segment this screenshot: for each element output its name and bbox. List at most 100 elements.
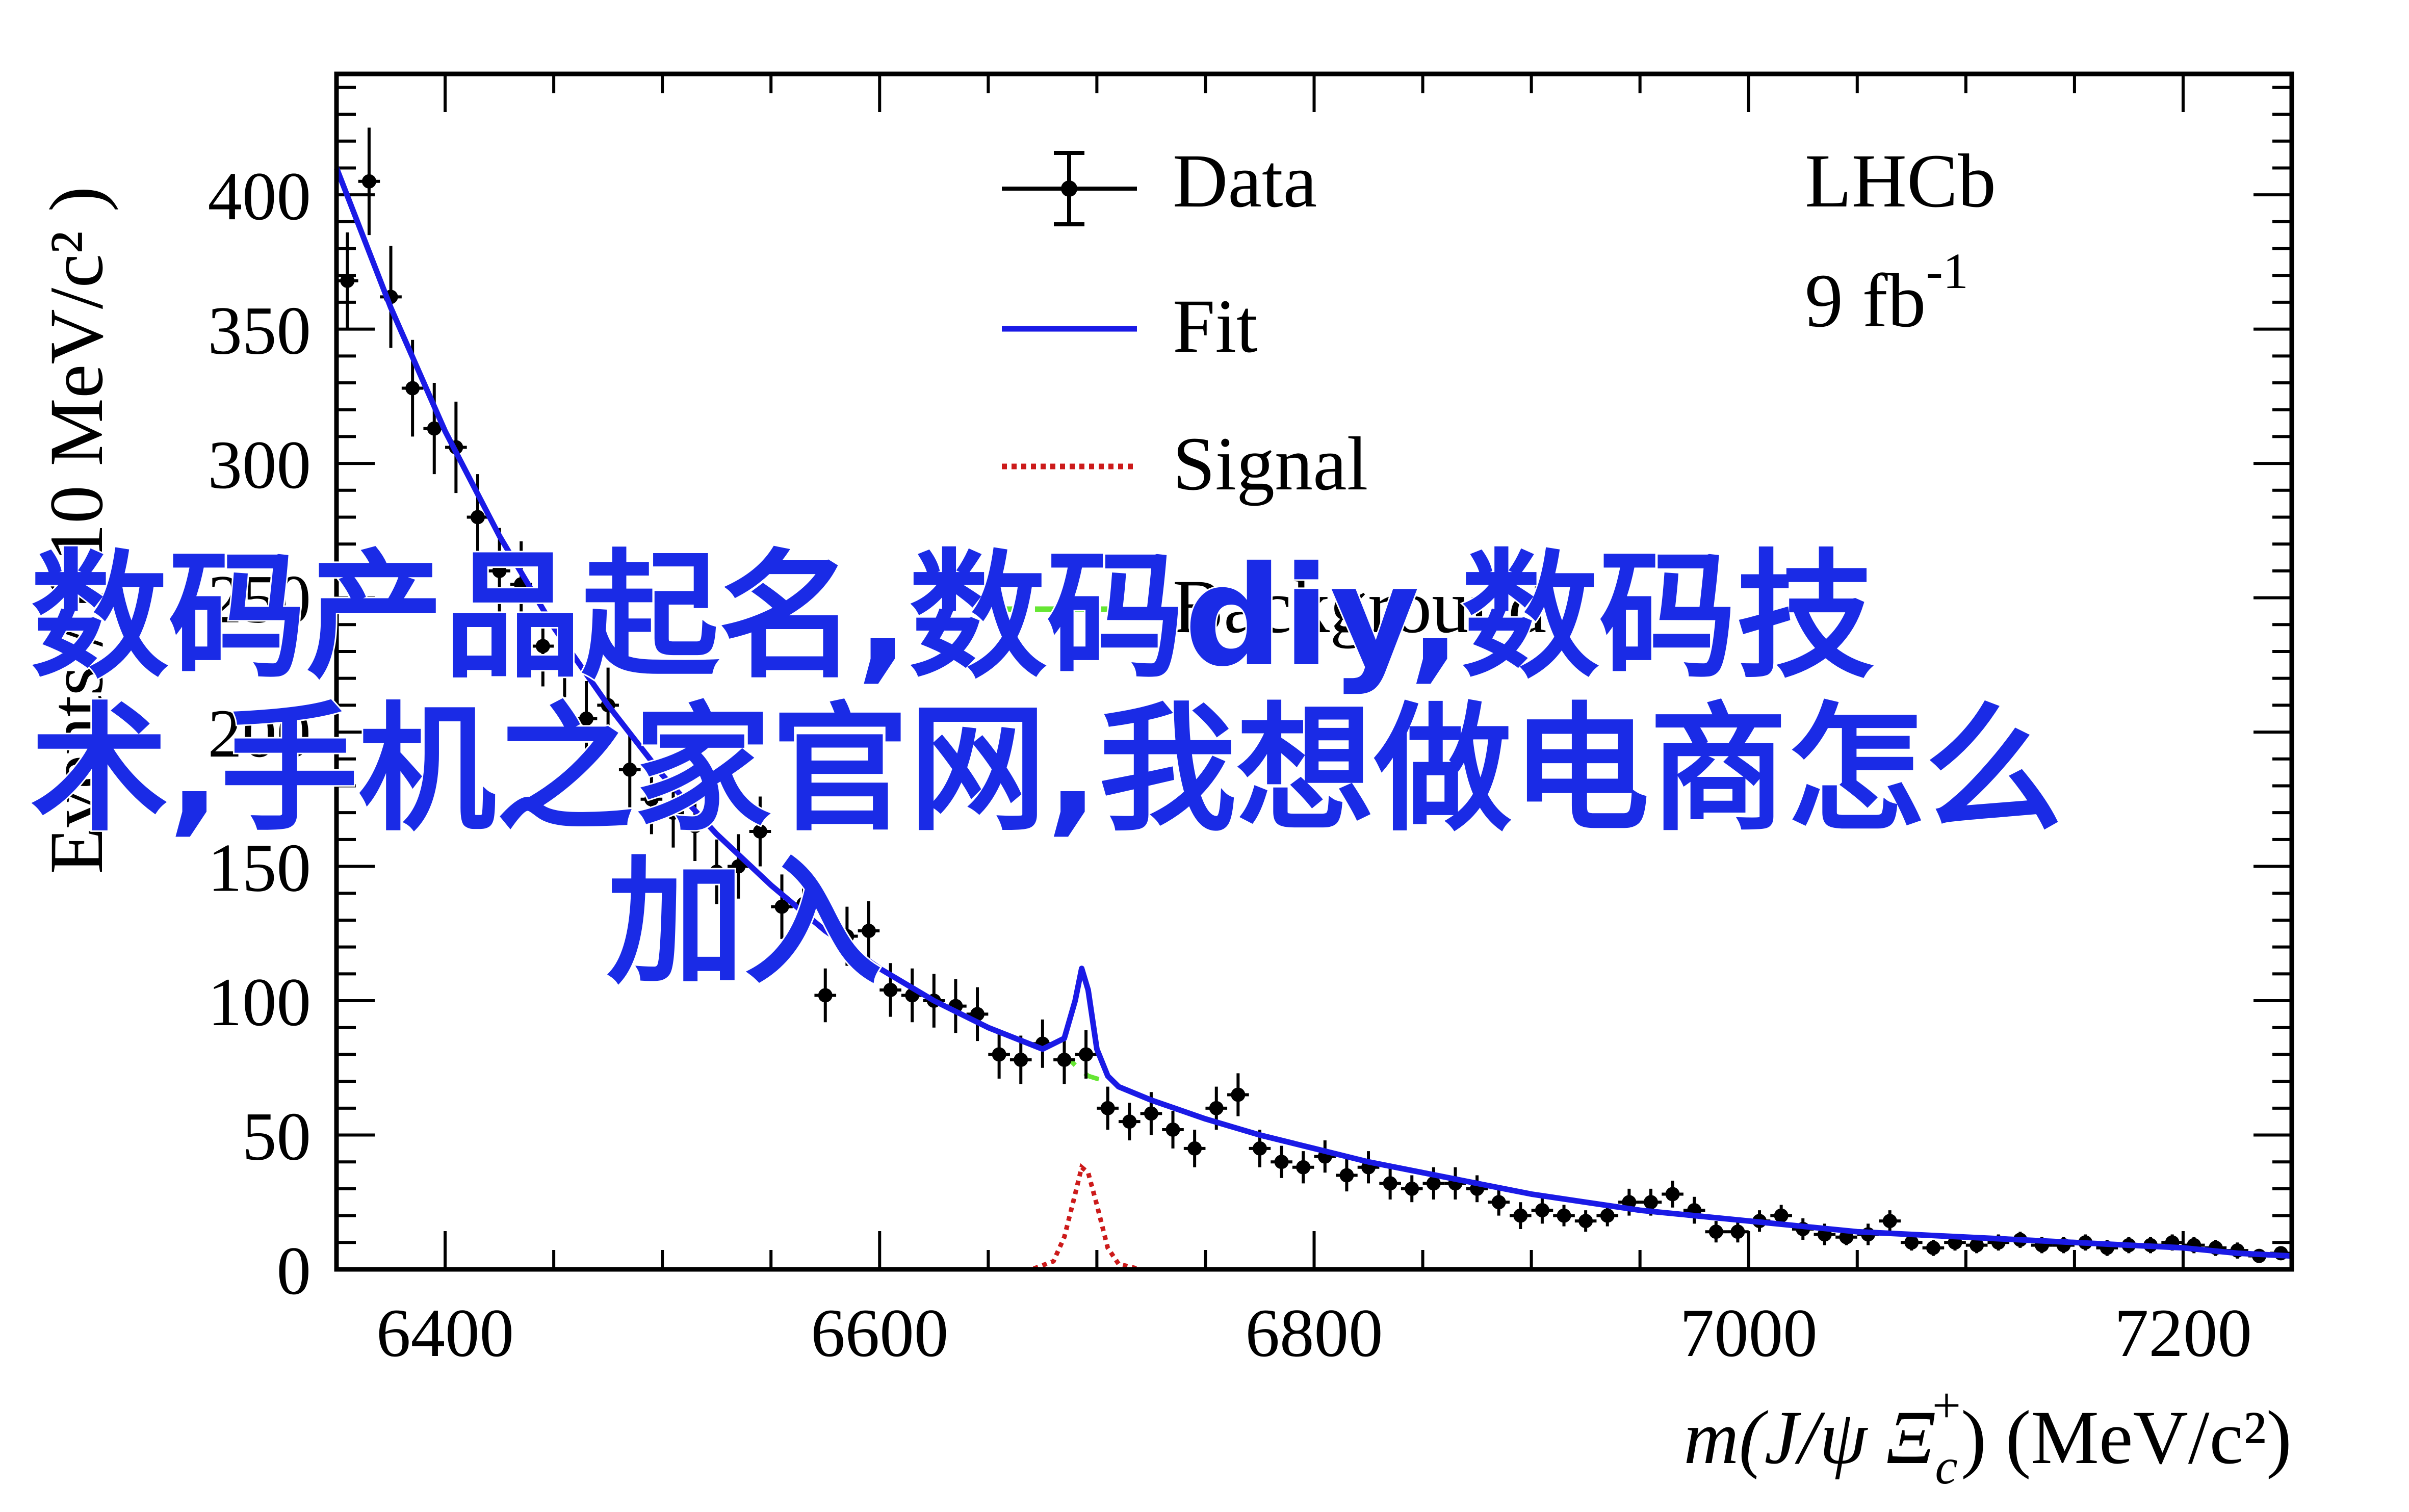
data-point <box>684 791 706 862</box>
data-point <box>1009 1035 1032 1084</box>
overlay-line-1: 数码产品起名,数码diy,数码技 <box>29 536 1876 697</box>
data-marker <box>731 859 746 874</box>
data-point <box>1488 1188 1510 1216</box>
data-marker <box>753 824 767 839</box>
legend-fit-label: Fit <box>1173 284 1258 369</box>
data-point <box>1227 1073 1249 1116</box>
data-point <box>358 127 380 236</box>
data-point <box>706 839 728 904</box>
y-tick-label: 50 <box>242 1099 311 1175</box>
data-point <box>575 681 598 757</box>
axis-ticks <box>335 74 2293 1271</box>
data-point <box>336 232 358 329</box>
overlay-line-3: 加入 <box>605 842 884 1003</box>
data-marker <box>470 510 485 525</box>
data-marker <box>1491 1195 1506 1210</box>
y-axis-title: Events / ( 10 MeV/c² ) <box>34 187 119 874</box>
data-marker <box>1926 1240 1940 1255</box>
data-marker <box>883 982 898 997</box>
data-marker <box>1014 1052 1028 1067</box>
data-point <box>532 606 554 687</box>
data-point <box>1553 1205 1575 1227</box>
overlay-line-2: 术,手机之家官网,我想做电商怎么 <box>29 689 2064 850</box>
data-point <box>618 732 641 807</box>
data-marker <box>1557 1208 1571 1223</box>
data-marker <box>340 273 355 288</box>
data-marker <box>1144 1106 1158 1121</box>
legend: Data Fit Signal Background <box>1002 139 1546 649</box>
data-marker <box>1122 1114 1137 1129</box>
data-point <box>1097 1086 1119 1130</box>
data-point <box>640 764 663 835</box>
data-marker <box>688 819 703 833</box>
data-point <box>1292 1151 1314 1184</box>
legend-data-label: Data <box>1173 139 1317 223</box>
data-point <box>771 874 793 939</box>
data-point <box>1662 1181 1683 1208</box>
data-point <box>836 906 858 966</box>
y-tick-label: 250 <box>208 562 312 638</box>
plot-series <box>333 127 2292 1272</box>
data-point <box>1183 1129 1206 1167</box>
data-marker <box>1708 1224 1723 1239</box>
data-point <box>749 796 771 867</box>
data-point <box>1401 1175 1423 1203</box>
x-tick-label: 6800 <box>1246 1295 1383 1371</box>
data-point <box>814 968 837 1023</box>
x-axis-title: m(J/ψ Ξc+) (MeV/c²) <box>1683 1377 2292 1495</box>
y-tick-label: 400 <box>208 159 312 234</box>
data-point <box>858 901 880 960</box>
data-point <box>988 1030 1010 1079</box>
data-marker <box>644 792 659 806</box>
data-point <box>1510 1202 1532 1229</box>
data-marker <box>818 988 833 1003</box>
data-marker <box>1600 1208 1615 1223</box>
background-curve <box>1063 1053 1108 1084</box>
data-marker <box>1079 1047 1094 1062</box>
data-marker <box>1882 1214 1897 1229</box>
data-marker <box>1643 1195 1658 1210</box>
data-marker <box>1057 1052 1072 1067</box>
data-marker <box>623 762 637 777</box>
data-marker <box>774 899 789 914</box>
data-marker <box>579 711 594 726</box>
x-tick-label: 6600 <box>811 1295 948 1371</box>
data-point <box>728 834 749 899</box>
data-marker <box>1383 1176 1397 1191</box>
data-marker <box>1970 1238 1984 1253</box>
data-marker <box>861 924 876 939</box>
x-tick-label: 7000 <box>1680 1295 1818 1371</box>
data-point <box>1162 1111 1184 1149</box>
y-tick-label: 200 <box>208 696 312 772</box>
data-point <box>1336 1159 1358 1192</box>
data-marker <box>427 421 442 436</box>
data-marker <box>1665 1187 1680 1202</box>
tick-labels: 6400 6600 6800 7000 7200 0 50 100 150 200 250 300 35… <box>208 159 2252 1371</box>
data-marker <box>1513 1208 1528 1223</box>
plot-frame <box>334 71 2294 1272</box>
data-marker <box>557 649 572 664</box>
data-marker <box>709 865 724 879</box>
y-tick-label: 300 <box>208 427 312 503</box>
data-marker <box>1904 1235 1919 1250</box>
legend-data-symbol <box>1002 151 1137 226</box>
data-point <box>1271 1145 1292 1178</box>
data-point <box>1922 1240 1945 1256</box>
data-marker <box>1187 1141 1202 1156</box>
data-point <box>1574 1210 1597 1232</box>
legend-signal-label: Signal <box>1173 422 1368 506</box>
data-marker <box>492 563 507 578</box>
data-marker <box>840 929 854 944</box>
luminosity-label: 9 fb-1 <box>1805 243 1968 343</box>
data-marker <box>1252 1141 1267 1156</box>
experiment-label: LHCb <box>1805 139 1996 223</box>
data-point <box>1075 1030 1097 1079</box>
data-marker <box>361 174 376 189</box>
data-marker <box>1339 1168 1354 1183</box>
data-marker <box>1730 1224 1745 1239</box>
data-point <box>1053 1035 1075 1084</box>
data-marker <box>1209 1101 1224 1115</box>
x-tick-label: 7200 <box>2114 1295 2252 1371</box>
y-tick-label: 350 <box>208 293 312 369</box>
